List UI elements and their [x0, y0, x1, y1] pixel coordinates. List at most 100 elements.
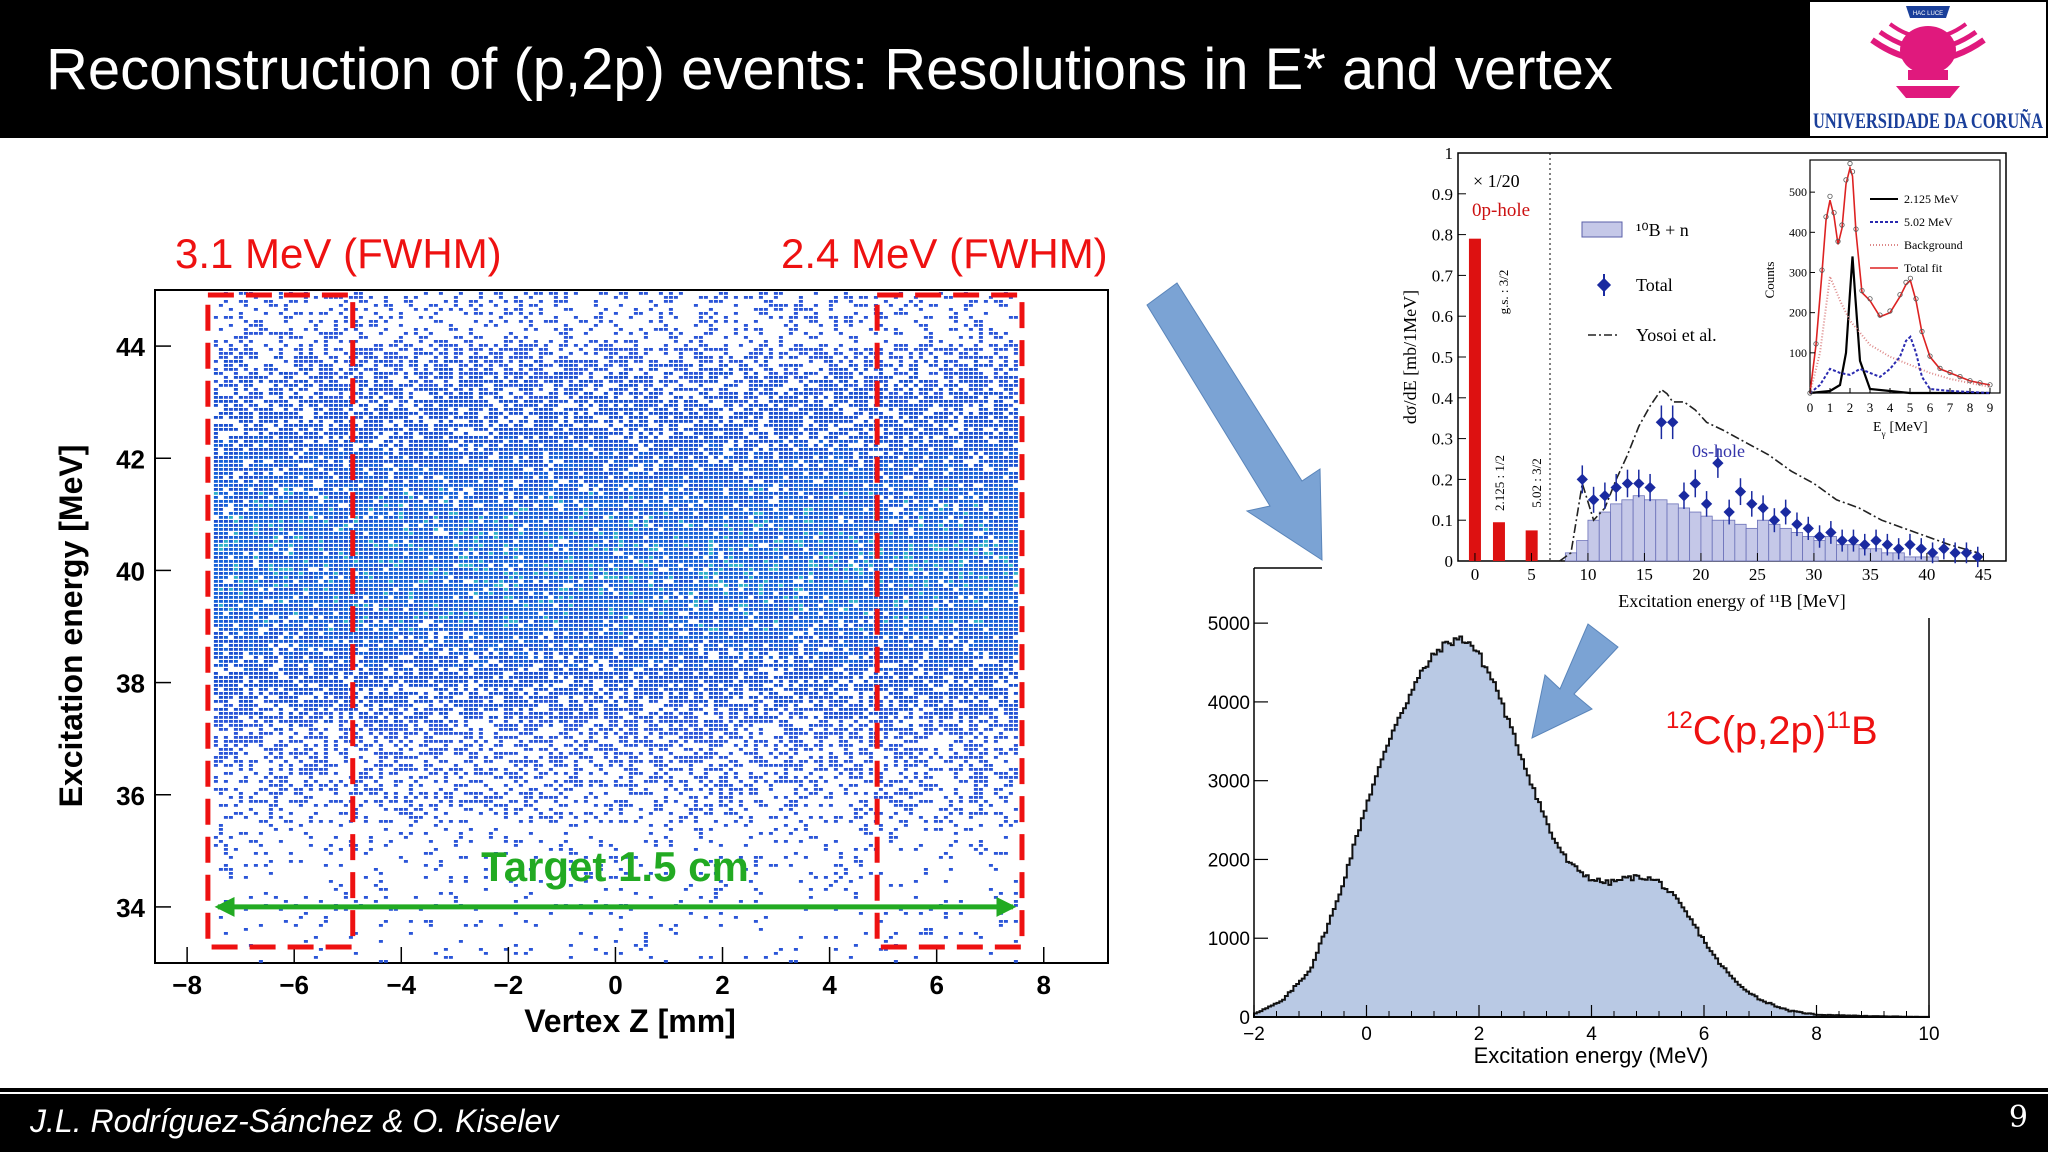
heatmap-cell: [323, 920, 328, 923]
heatmap-cell: [408, 640, 413, 643]
heatmap-cell: [328, 512, 333, 515]
heatmap-cell: [443, 364, 448, 367]
heatmap-cell: [278, 464, 283, 467]
heatmap-cell: [278, 780, 283, 783]
heatmap-cell: [393, 612, 398, 615]
heatmap-cell: [388, 400, 393, 403]
heatmap-cell: [433, 312, 438, 315]
heatmap-cell: [433, 848, 438, 851]
heatmap-cell: [248, 520, 253, 523]
heatmap-cell: [458, 604, 463, 607]
heatmap-cell: [453, 520, 458, 523]
heatmap-cell: [213, 612, 218, 615]
heatmap-cell: [303, 504, 308, 507]
heatmap-cell: [408, 604, 413, 607]
heatmap-cell: [313, 552, 318, 555]
heatmap-cell: [428, 600, 433, 603]
heatmap-cell: [303, 584, 308, 587]
heatmap-cell: [458, 568, 463, 571]
heatmap-cell: [393, 520, 398, 523]
heatmap-cell: [243, 320, 248, 323]
heatmap-cell: [258, 580, 263, 583]
heatmap-cell: [373, 564, 378, 567]
heatmap-cell: [473, 612, 478, 615]
heatmap-cell: [353, 340, 358, 343]
heatmap-cell: [228, 656, 233, 659]
heatmap-cell: [263, 576, 268, 579]
heatmap-cell: [383, 632, 388, 635]
heatmap-cell: [293, 384, 298, 387]
heatmap-cell: [453, 296, 458, 299]
heatmap-cell: [288, 740, 293, 743]
heatmap-cell: [288, 516, 293, 519]
heatmap-cell: [283, 820, 288, 823]
heatmap-cell: [248, 324, 253, 327]
heatmap-cell: [438, 524, 443, 527]
heatmap-cell: [273, 388, 278, 391]
heatmap-cell: [218, 708, 223, 711]
heatmap-cell: [378, 872, 383, 875]
heatmap-cell: [273, 684, 278, 687]
heatmap-cell: [213, 340, 218, 343]
heatmap-cell: [458, 520, 463, 523]
heatmap-cell: [458, 748, 463, 751]
heatmap-cell: [258, 448, 263, 451]
heatmap-cell: [423, 536, 428, 539]
heatmap-cell: [423, 336, 428, 339]
heatmap-cell: [353, 484, 358, 487]
heatmap-cell: [258, 644, 263, 647]
heatmap-cell: [303, 576, 308, 579]
heatmap-cell: [233, 804, 238, 807]
heatmap-cell: [283, 584, 288, 587]
heatmap-cell: [228, 536, 233, 539]
heatmap-cell: [438, 508, 443, 511]
heatmap-cell: [373, 664, 378, 667]
heatmap-cell: [298, 560, 303, 563]
heatmap-cell: [263, 756, 268, 759]
heatmap-cell: [223, 548, 228, 551]
heatmap-cell: [373, 416, 378, 419]
heatmap-cell: [218, 716, 223, 719]
heatmap-cell: [358, 624, 363, 627]
heatmap-cell: [233, 720, 238, 723]
heatmap-cell: [253, 588, 258, 591]
heatmap-cell: [363, 800, 368, 803]
heatmap-cell: [233, 612, 238, 615]
heatmap-cell: [228, 596, 233, 599]
heatmap-cell: [408, 496, 413, 499]
heatmap-cell: [238, 408, 243, 411]
heatmap-cell: [408, 768, 413, 771]
heatmap-cell: [223, 544, 228, 547]
heatmap-cell: [428, 852, 433, 855]
heatmap-cell: [368, 612, 373, 615]
heatmap-cell: [328, 476, 333, 479]
heatmap-cell: [318, 660, 323, 663]
heatmap-cell: [443, 556, 448, 559]
heatmap-cell: [273, 564, 278, 567]
heatmap-cell: [438, 408, 443, 411]
heatmap-cell: [428, 596, 433, 599]
heatmap-cell: [468, 560, 473, 563]
heatmap-cell: [243, 584, 248, 587]
heatmap-cell: [478, 292, 483, 295]
heatmap-cell: [353, 680, 358, 683]
heatmap-cell: [393, 412, 398, 415]
heatmap-cell: [423, 764, 428, 767]
heatmap-cell: [243, 548, 248, 551]
heatmap-cell: [353, 508, 358, 511]
heatmap-cell: [238, 700, 243, 703]
heatmap-cell: [468, 708, 473, 711]
heatmap-cell: [443, 416, 448, 419]
heatmap-cell: [293, 708, 298, 711]
heatmap-cell: [268, 464, 273, 467]
heatmap-cell: [458, 556, 463, 559]
heatmap-cell: [243, 432, 248, 435]
heatmap-cell: [383, 828, 388, 831]
heatmap-cell: [233, 732, 238, 735]
heatmap-cell: [403, 836, 408, 839]
heatmap-cell: [298, 724, 303, 727]
heatmap-cell: [353, 724, 358, 727]
heatmap-cell: [358, 728, 363, 731]
heatmap-cell: [408, 800, 413, 803]
heatmap-cell: [328, 592, 333, 595]
